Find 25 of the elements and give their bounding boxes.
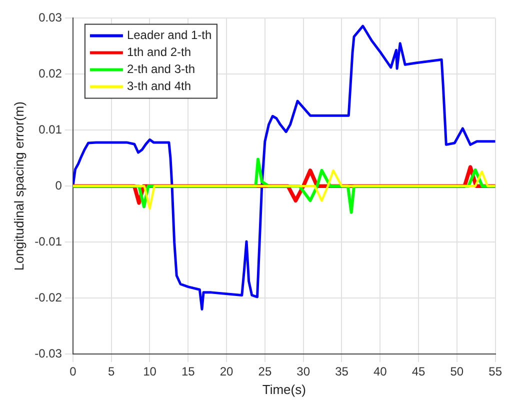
x-tick-label: 40: [373, 364, 388, 379]
x-axis-title: Time(s): [262, 382, 306, 397]
x-tick-label: 10: [143, 364, 157, 379]
x-tick-label: 15: [181, 364, 196, 379]
x-tick-label: 0: [70, 364, 77, 379]
y-axis-title: Longitudinal spacing error(m): [11, 102, 26, 271]
y-tick-label: -0.03: [34, 346, 62, 360]
x-tick-label: 35: [335, 364, 349, 379]
y-tick-label: 0.03: [38, 10, 62, 25]
legend-label: Leader and 1-th: [126, 28, 212, 42]
y-tick-label: -0.02: [34, 290, 62, 304]
legend-label: 1th and 2-th: [126, 45, 192, 60]
x-tick-label: 55: [488, 364, 502, 379]
x-tick-label: 50: [450, 364, 464, 379]
x-tick-label: 25: [258, 364, 272, 379]
y-tick-label: 0.01: [38, 122, 62, 136]
x-tick-label: 20: [220, 364, 234, 379]
y-tick-label: 0.02: [38, 66, 62, 80]
legend-label: 3-th and 4th: [126, 79, 192, 94]
y-tick-label: -0.01: [34, 234, 62, 248]
legend-label: 2-th and 3-th: [126, 62, 195, 76]
y-tick-label: 0: [55, 178, 62, 192]
x-tick-label: 45: [412, 364, 426, 379]
x-tick-label: 30: [296, 364, 310, 379]
x-tick-label: 5: [108, 364, 116, 379]
